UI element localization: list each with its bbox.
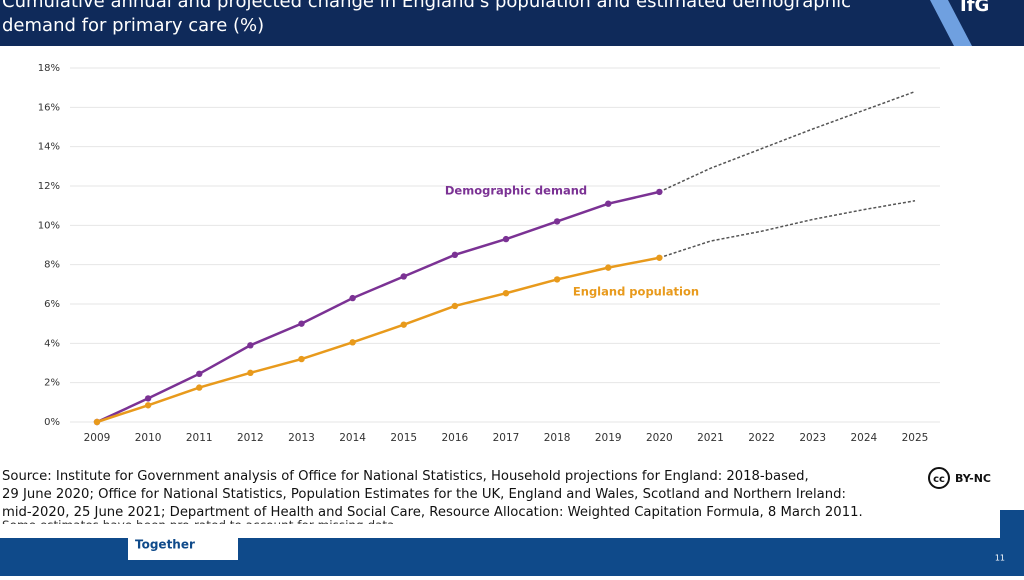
title: Cumulative annual and projected change i…: [2, 0, 851, 12]
x-tick-label: 2009: [84, 432, 111, 444]
together-logo: [128, 530, 238, 560]
header-band: [0, 0, 1024, 46]
point: [247, 342, 254, 349]
point: [502, 235, 510, 243]
point: [400, 273, 407, 280]
point: [553, 276, 561, 283]
cc-icon: [928, 467, 950, 489]
x-tick-label: 2014: [339, 432, 366, 444]
point: [196, 370, 203, 378]
x-tick-label: 2017: [493, 432, 520, 444]
x-tick-label: 2018: [544, 432, 571, 444]
point: [93, 418, 101, 426]
point: [400, 321, 407, 328]
point: [247, 369, 254, 377]
series-label: Demographic demand: [445, 184, 587, 198]
point: [144, 402, 152, 409]
x-tick-label: 2023: [799, 432, 826, 444]
x-tick-label: 2021: [697, 432, 724, 444]
point: [298, 320, 305, 327]
point: [502, 289, 510, 297]
y-tick-label: 6%: [44, 299, 60, 310]
plot: 0% 2% 4% 6% 8% 10% 12% 14% 16% 18% 2009 2010 2011 201…: [38, 63, 940, 444]
x-tick-label: 2013: [288, 432, 315, 444]
y-tick-label: 10%: [38, 220, 60, 231]
cc-text: cc: [933, 474, 945, 485]
point: [451, 302, 459, 310]
x-tick-label: 2015: [390, 432, 417, 444]
source: Source: Institute for Government analysi…: [2, 469, 809, 484]
x-tick-label: 2016: [442, 432, 469, 444]
logo-stripe: [930, 0, 972, 46]
point: [656, 188, 663, 196]
x-tick-label: 2019: [595, 432, 622, 444]
point: [298, 355, 305, 363]
series-line: [96, 256, 660, 424]
x-tick-label: 2024: [851, 432, 878, 444]
y-tick-label: 2%: [44, 378, 60, 389]
source: mid-2020, 25 June 2021; Department of He…: [2, 505, 863, 520]
point: [605, 264, 612, 271]
point: [451, 251, 459, 259]
point: [605, 200, 612, 207]
source: 29 June 2020; Office for National Statis…: [2, 487, 846, 502]
y-tick-label: 18%: [38, 63, 60, 74]
edge-strip: [1000, 510, 1024, 540]
point: [553, 218, 561, 225]
logo: IfG: [960, 0, 989, 16]
y-tick-label: 12%: [38, 181, 60, 192]
title: demand for primary care (%): [2, 15, 264, 36]
y-tick-label: 0%: [44, 417, 60, 428]
projection-line: [659, 90, 916, 193]
x-tick-label: 2025: [902, 432, 929, 444]
y-tick-label: 8%: [44, 260, 60, 271]
x-tick-label: 2011: [186, 432, 213, 444]
y-tick-label: 4%: [44, 338, 60, 349]
license: BY-NC: [955, 472, 991, 485]
point: [656, 254, 663, 261]
y-tick-label: 16%: [38, 102, 60, 113]
series-label: England population: [573, 285, 699, 299]
projection-line: [659, 200, 916, 259]
series-line: [96, 190, 660, 424]
y-tick-label: 14%: [38, 142, 60, 153]
page-number: 11: [995, 554, 1005, 563]
point: [349, 339, 356, 346]
together-text: Together: [135, 538, 195, 552]
x-tick-label: 2012: [237, 432, 264, 444]
x-tick-label: 2010: [135, 432, 162, 444]
point: [349, 294, 356, 302]
point: [196, 384, 203, 391]
note: Some estimates have been pro-rated to ac…: [2, 519, 398, 533]
x-tick-label: 2020: [646, 432, 673, 444]
x-tick-label: 2022: [748, 432, 775, 444]
point: [144, 395, 152, 402]
